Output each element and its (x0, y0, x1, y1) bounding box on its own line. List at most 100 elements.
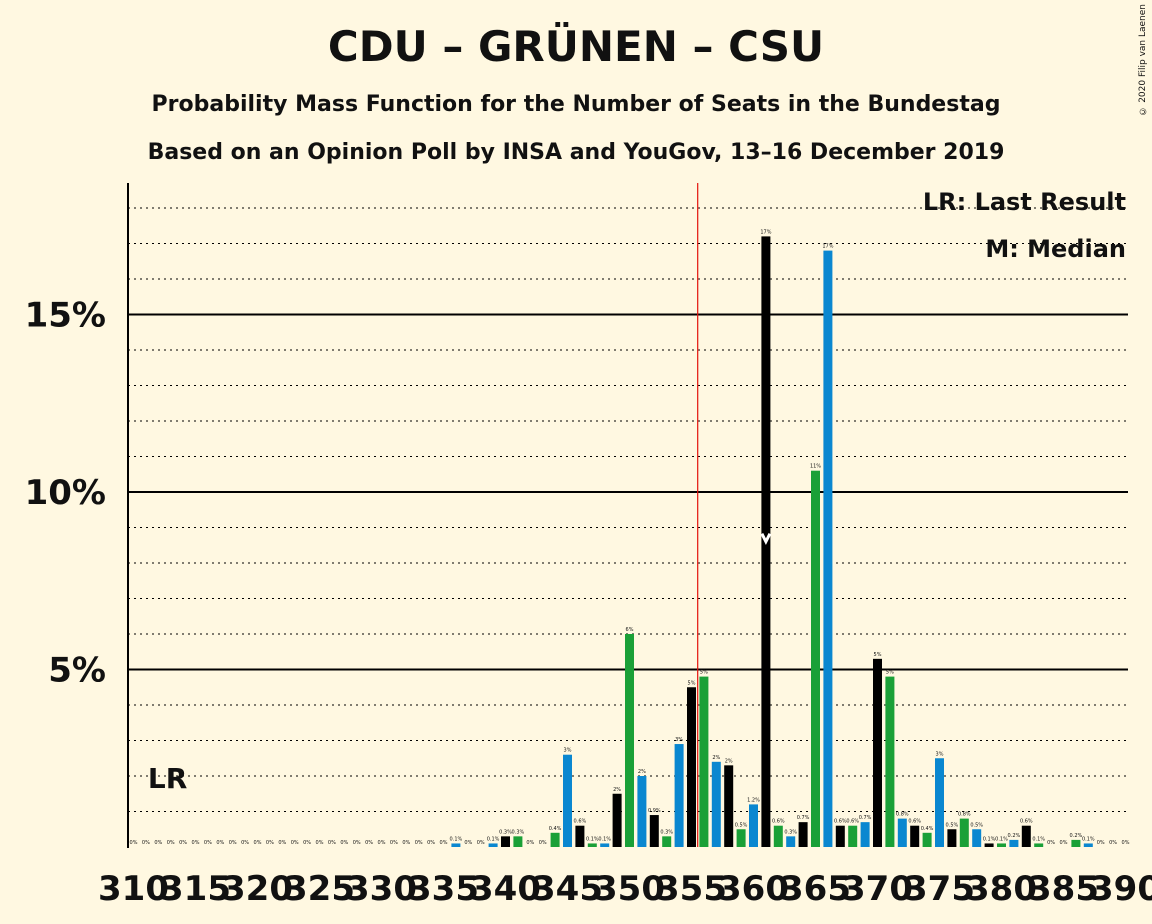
data-label-seat-389: 0% (1109, 840, 1117, 846)
bar-seat-373 (910, 825, 920, 847)
data-label-seat-382: 0.6% (1020, 819, 1033, 825)
data-label-seat-358: 2% (725, 758, 733, 764)
data-label-seat-343: 0% (539, 840, 547, 846)
x-tick-label: 310 (98, 869, 169, 909)
bar-seat-382 (1021, 825, 1031, 847)
data-label-seat-327: 0% (340, 840, 348, 846)
x-tick-label: 345 (532, 869, 603, 909)
data-label-seat-359: 0.5% (735, 822, 748, 828)
bar-seat-367 (835, 825, 845, 847)
bar-seat-363 (786, 836, 796, 847)
bar-seat-346 (575, 825, 585, 847)
data-label-seat-367: 0.6% (834, 819, 847, 825)
data-label-seat-348: 0.1% (598, 836, 611, 842)
data-label-seat-373: 0.6% (908, 819, 921, 825)
x-tick-label: 350 (594, 869, 665, 909)
bar-seat-377 (959, 818, 969, 847)
data-label-seat-350: 6% (626, 627, 634, 633)
bar-seat-370 (873, 658, 882, 847)
data-label-seat-366: 17% (822, 244, 833, 250)
bar-seat-360 (749, 804, 758, 847)
bar-seat-383 (1034, 843, 1044, 847)
bar-seat-378 (972, 829, 982, 847)
data-label-seat-379: 0.1% (983, 836, 996, 842)
data-label-seat-315: 0% (192, 840, 200, 846)
bar-seat-375 (935, 758, 944, 847)
bar-seat-355 (687, 687, 696, 847)
bar-seat-347 (587, 843, 597, 847)
data-label-seat-312: 0% (154, 840, 162, 846)
data-label-seat-383: 0.1% (1032, 836, 1045, 842)
data-label-seat-331: 0% (390, 840, 398, 846)
data-label-seat-340: 0.3% (499, 829, 512, 835)
data-label-seat-329: 0% (365, 840, 373, 846)
data-label-seat-354: 3% (675, 737, 683, 743)
data-label-seat-321: 0% (266, 840, 274, 846)
data-label-seat-319: 0% (241, 840, 249, 846)
data-label-seat-326: 0% (328, 840, 336, 846)
bar-seat-365 (811, 470, 820, 847)
bar-seat-339 (488, 843, 498, 847)
data-label-seat-370: 5% (874, 652, 882, 658)
data-label-seat-310: 0% (130, 840, 138, 846)
bar-seat-380 (997, 843, 1006, 847)
bar-seat-381 (1009, 839, 1019, 847)
data-label-seat-335: 0% (440, 840, 448, 846)
data-label-seat-320: 0% (254, 840, 262, 846)
data-label-seat-360: 1.2% (747, 797, 760, 803)
bar-seat-386 (1071, 839, 1081, 847)
x-tick-label: 385 (1028, 869, 1099, 909)
data-label-seat-375: 3% (936, 751, 944, 757)
data-label-seat-369: 0.7% (859, 815, 872, 821)
bar-seat-374 (922, 832, 932, 847)
data-label-seat-314: 0% (179, 840, 187, 846)
data-label-seat-352: 0.9% (648, 808, 661, 814)
data-label-seat-355: 5% (688, 680, 696, 686)
bar-seat-369 (860, 822, 870, 847)
data-label-seat-364: 0.7% (797, 815, 810, 821)
data-label-seat-378: 0.5% (970, 822, 983, 828)
bar-seat-372 (897, 818, 907, 847)
data-label-seat-349: 2% (613, 787, 621, 793)
bar-seat-350 (625, 634, 634, 847)
data-label-seat-362: 0.6% (772, 819, 785, 825)
data-label-seat-338: 0% (477, 840, 485, 846)
data-label-seat-317: 0% (216, 840, 224, 846)
data-label-seat-361: 17% (760, 229, 771, 235)
x-tick-label: 375 (904, 869, 975, 909)
legend-last-result: LR: Last Result (923, 188, 1126, 216)
data-label-seat-318: 0% (229, 840, 237, 846)
data-label-seat-380: 0.1% (995, 836, 1008, 842)
data-label-seat-351: 2% (638, 769, 646, 775)
bar-seat-359 (736, 829, 746, 847)
chart-title: CDU – GRÜNEN – CSU (327, 22, 825, 71)
bar-seat-354 (674, 744, 684, 847)
bar-seat-368 (848, 825, 858, 847)
bar-seat-358 (724, 765, 734, 847)
data-label-seat-332: 0% (402, 840, 410, 846)
bar-seat-366 (823, 250, 833, 848)
data-label-seat-368: 0.6% (846, 819, 859, 825)
bar-seat-336 (451, 843, 461, 847)
bar-seat-379 (984, 843, 994, 847)
data-label-seat-345: 3% (564, 748, 572, 754)
bar-seat-387 (1083, 843, 1093, 847)
x-tick-label: 380 (966, 869, 1037, 909)
data-label-seat-390: 0% (1122, 840, 1130, 846)
bar-seat-351 (637, 776, 647, 847)
data-label-seat-342: 0% (526, 840, 534, 846)
x-tick-label: 390 (1090, 869, 1152, 909)
data-label-seat-353: 0.3% (660, 829, 673, 835)
bar-seat-353 (662, 836, 672, 847)
x-tick-label: 370 (842, 869, 913, 909)
bar-seat-345 (563, 754, 572, 847)
data-label-seat-337: 0% (464, 840, 472, 846)
data-label-seat-333: 0% (415, 840, 423, 846)
y-tick-label: 5% (48, 651, 106, 691)
data-label-seat-365: 11% (810, 464, 821, 470)
chart-subtitle: Probability Mass Function for the Number… (151, 92, 1001, 117)
data-label-seat-372: 0.8% (896, 812, 909, 818)
data-label-seat-347: 0.1% (586, 836, 599, 842)
x-tick-label: 355 (656, 869, 727, 909)
